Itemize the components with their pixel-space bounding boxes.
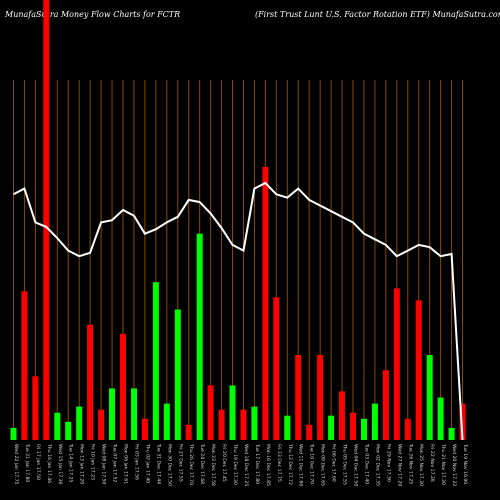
- x-tick-label: Fri 20 Dec 17.45: [221, 444, 227, 482]
- money-flow-bar: [295, 355, 302, 440]
- x-tick-label: Thu 26 Dec 17.70: [188, 443, 194, 485]
- money-flow-bar: [21, 291, 28, 440]
- money-flow-bar: [141, 418, 148, 440]
- x-tick-label: Tue 07 Jan 17.52: [112, 443, 118, 482]
- x-tick-label: Mon 13 Jan 17.20: [79, 444, 85, 484]
- money-flow-bar: [163, 403, 170, 440]
- x-tick-label: Mon 16 Dec 17.85: [265, 444, 271, 486]
- money-flow-bar: [196, 233, 203, 440]
- x-tick-label: Tue 31 Dec 17.44: [155, 443, 161, 484]
- money-flow-bar: [415, 300, 422, 440]
- x-tick-label: Tue 26 Nov 17.25: [407, 443, 413, 484]
- money-flow-bar: [76, 406, 83, 440]
- price-line-group: [13, 181, 464, 441]
- money-flow-bar: [262, 166, 269, 440]
- x-tick-label: Mon 09 Dec 17.65: [320, 444, 326, 486]
- money-flow-bar: [240, 409, 247, 440]
- money-flow-bar: [131, 388, 137, 440]
- money-flow-bars: [10, 0, 466, 440]
- x-tick-label: Fri 03 Jan 17.56: [134, 444, 140, 480]
- money-flow-bar: [317, 355, 324, 440]
- money-flow-bar: [350, 412, 356, 440]
- money-flow-bar: [218, 409, 225, 440]
- x-tick-label: Wed 15 Jan 17.36: [57, 444, 63, 485]
- money-flow-bar: [339, 391, 345, 440]
- x-tick-label: Fri 17 Jan 17.50: [35, 444, 41, 480]
- x-tick-label: Fri 13 Dec 17.75: [276, 444, 282, 482]
- x-axis-tick-labels: Wed 22 Jan 17.75 Tue 21 Jan 17.80 Fri 17 J…: [13, 443, 468, 486]
- x-tick-label: Wed 27 Nov 17.20: [396, 444, 402, 486]
- money-flow-bar: [207, 385, 214, 440]
- header-left-title: MunafaSutra Money Flow Charts for FCTR: [4, 10, 180, 19]
- money-flow-bar: [371, 403, 378, 440]
- x-tick-label: Mon 23 Dec 17.58: [210, 444, 216, 486]
- x-tick-label: Tue 24 Dec 17.68: [199, 443, 205, 484]
- x-tick-label: Tue 03 Dec 17.40: [364, 443, 370, 484]
- money-flow-bar: [328, 415, 335, 440]
- x-tick-label: Mon 25 Nov 17.30: [418, 444, 424, 486]
- money-flow-bar: [65, 421, 72, 440]
- x-tick-label: Thu 12 Dec 17.72: [287, 443, 293, 485]
- x-tick-label: Thu 21 Nov 17.20: [440, 443, 446, 485]
- money-flow-bar: [120, 333, 126, 440]
- x-tick-label: Fri 10 Jan 17.23: [90, 444, 96, 480]
- x-tick-label: Fri 06 Dec 17.60: [331, 444, 337, 482]
- money-flow-bar: [437, 397, 444, 440]
- money-flow-bar: [32, 376, 39, 440]
- header-right-title: (First Trust Lunt U.S. Factor Rotation E…: [255, 10, 500, 19]
- x-tick-label: Tue 10 Dec 17.70: [309, 443, 315, 484]
- x-tick-label: Wed 18 Dec 17.25: [243, 444, 249, 486]
- money-flow-bar: [426, 355, 433, 440]
- x-tick-label: Wed 11 Dec 17.80: [298, 444, 304, 486]
- money-flow-bar: [382, 370, 389, 440]
- x-tick-label: Tue 14 Jan 17.25: [68, 443, 74, 482]
- x-tick-label: Fri 27 Dec 17.55: [177, 444, 183, 482]
- x-tick-label: Tue 21 Jan 17.80: [24, 443, 30, 482]
- money-flow-bar: [361, 418, 367, 440]
- money-flow-bar: [174, 309, 181, 440]
- money-flow-bar: [109, 388, 115, 440]
- x-tick-label: Thu 02 Jan 17.40: [144, 443, 150, 483]
- money-flow-bar: [43, 0, 50, 440]
- money-flow-bar: [284, 415, 291, 440]
- x-tick-label: Thu 19 Dec 17.30: [232, 443, 238, 485]
- x-tick-label: Tue 19 Nov 16.90: [462, 443, 468, 484]
- money-flow-bar: [98, 409, 105, 440]
- x-tick-label: Mon 02 Dec 17.35: [374, 444, 380, 486]
- x-tick-label: Wed 04 Dec 17.50: [353, 444, 359, 486]
- money-flow-bar: [306, 424, 313, 440]
- money-flow-bar: [404, 418, 411, 440]
- money-flow-bar: [54, 412, 61, 440]
- money-flow-bar: [393, 288, 400, 440]
- x-tick-label: Fri 22 Nov 17.28: [429, 444, 435, 482]
- money-flow-bar: [229, 385, 236, 440]
- money-flow-bar: [448, 427, 455, 440]
- x-tick-label: Fri 29 Nov 17.30: [385, 444, 391, 482]
- x-tick-label: Mon 30 Dec 17.50: [166, 444, 172, 486]
- x-tick-label: Wed 08 Jan 17.50: [101, 444, 107, 485]
- money-flow-bar: [273, 297, 280, 440]
- x-tick-label: Wed 22 Jan 17.75: [13, 444, 19, 485]
- x-tick-label: Thu 05 Dec 17.55: [342, 443, 348, 485]
- money-flow-bar: [185, 424, 192, 440]
- x-tick-label: Wed 20 Nov 17.22: [451, 444, 457, 486]
- money-flow-bar: [87, 324, 94, 440]
- x-tick-label: Tue 17 Dec 17.80: [254, 443, 260, 484]
- money-flow-bar: [10, 427, 17, 440]
- price-line: [13, 181, 464, 441]
- money-flow-bar: [459, 403, 466, 440]
- money-flow-bar: [152, 282, 159, 440]
- money-flow-bar: [251, 406, 258, 440]
- x-tick-label: Mon 06 Jan 17.61: [123, 444, 129, 484]
- x-tick-label: Thu 16 Jan 17.46: [46, 443, 52, 483]
